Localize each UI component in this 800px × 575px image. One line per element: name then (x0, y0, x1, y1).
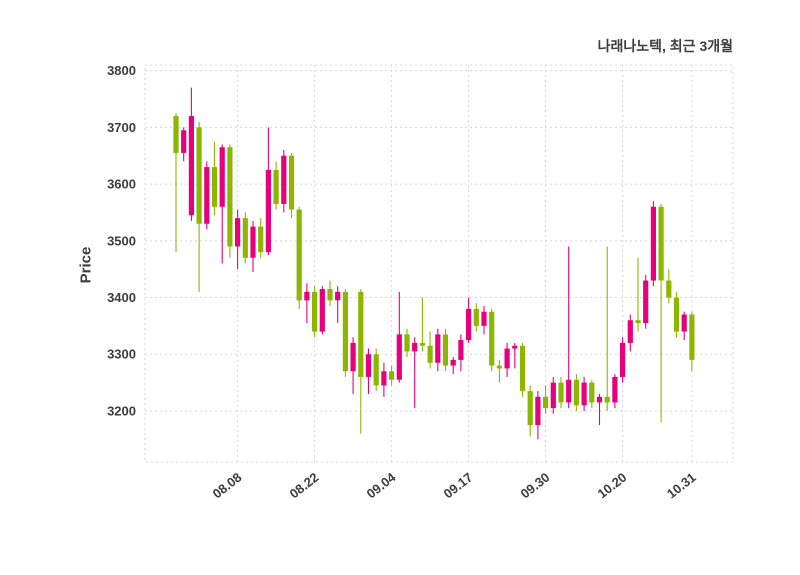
candle-body (627, 320, 633, 343)
candle-body (681, 314, 687, 332)
candle-body (458, 340, 464, 360)
candle-body (512, 345, 518, 349)
candle-body (535, 396, 541, 426)
candle-body (581, 382, 587, 406)
candle-body (281, 155, 287, 204)
candle-body (496, 365, 502, 369)
candle-body (566, 379, 572, 403)
candle-body (450, 359, 456, 366)
candle-body (435, 334, 441, 363)
x-tick-label: 09.17 (441, 470, 476, 502)
candle-body (427, 345, 433, 363)
candle-body (312, 291, 318, 332)
candle-body (419, 342, 425, 346)
candle-body (442, 334, 449, 366)
candle-body (673, 297, 680, 332)
candle-body (235, 218, 241, 247)
candle-body (612, 376, 618, 403)
plot-border (144, 64, 734, 463)
candle-body (350, 342, 356, 372)
y-tick-label: 3200 (107, 403, 136, 418)
candle-body (412, 342, 418, 352)
candle-body (273, 169, 279, 204)
candle-body (296, 209, 302, 301)
candle-body (265, 169, 271, 253)
candle-body (620, 342, 626, 377)
candle-body (504, 348, 510, 369)
candle-body (589, 382, 595, 403)
candle-body (227, 147, 233, 247)
candle-body (365, 354, 372, 377)
candle-body (335, 291, 341, 301)
candle-body (358, 291, 364, 377)
candle-body (219, 147, 225, 207)
candle-body (327, 289, 333, 301)
candle-body (466, 308, 472, 341)
candle-body (658, 206, 664, 281)
candle-body (573, 379, 579, 406)
candle-body (481, 311, 487, 326)
candle-body (558, 382, 564, 403)
candle-body (389, 371, 395, 380)
candle-body (527, 391, 533, 426)
candle-body (473, 308, 479, 326)
candle-body (173, 116, 179, 153)
candle-body (188, 116, 194, 216)
candle-body (242, 218, 248, 258)
candle-body (304, 291, 310, 301)
candle-body (196, 127, 202, 224)
candle-body (650, 206, 656, 281)
x-tick-label: 09.30 (518, 470, 553, 502)
candle-body (258, 226, 264, 253)
candle-body (204, 167, 210, 224)
x-tick-label: 08.08 (210, 470, 245, 502)
candle-body (404, 334, 410, 352)
candle-body (381, 371, 387, 386)
candle-body (666, 280, 672, 298)
candle-body (604, 396, 610, 403)
candle-body (519, 345, 526, 392)
x-tick-label: 10.20 (595, 470, 630, 502)
candle-body (543, 396, 549, 409)
candle-body (250, 226, 256, 258)
chart-title: 나래나노텍, 최근 3개월 (597, 38, 733, 54)
candle-body (396, 334, 402, 380)
candle-body (342, 291, 348, 372)
candle-body (181, 130, 187, 153)
x-tick-label: 10.31 (664, 470, 699, 502)
y-tick-label: 3700 (107, 120, 136, 135)
candle-body (596, 396, 603, 403)
candle-body (550, 382, 556, 409)
candle-body (643, 280, 649, 324)
candle-body (373, 354, 379, 386)
y-tick-label: 3800 (107, 63, 136, 78)
x-tick-label: 09.04 (364, 469, 399, 501)
candle-body (319, 289, 325, 332)
candle-body (288, 155, 295, 210)
y-tick-label: 3500 (107, 233, 136, 248)
y-tick-label: 3400 (107, 290, 136, 305)
y-tick-label: 3600 (107, 177, 136, 192)
candle-body (211, 167, 218, 207)
candle-body (689, 314, 695, 360)
candle-body (635, 320, 641, 324)
y-tick-label: 3300 (107, 347, 136, 362)
candle-body (489, 311, 495, 366)
x-tick-label: 08.22 (287, 470, 322, 502)
